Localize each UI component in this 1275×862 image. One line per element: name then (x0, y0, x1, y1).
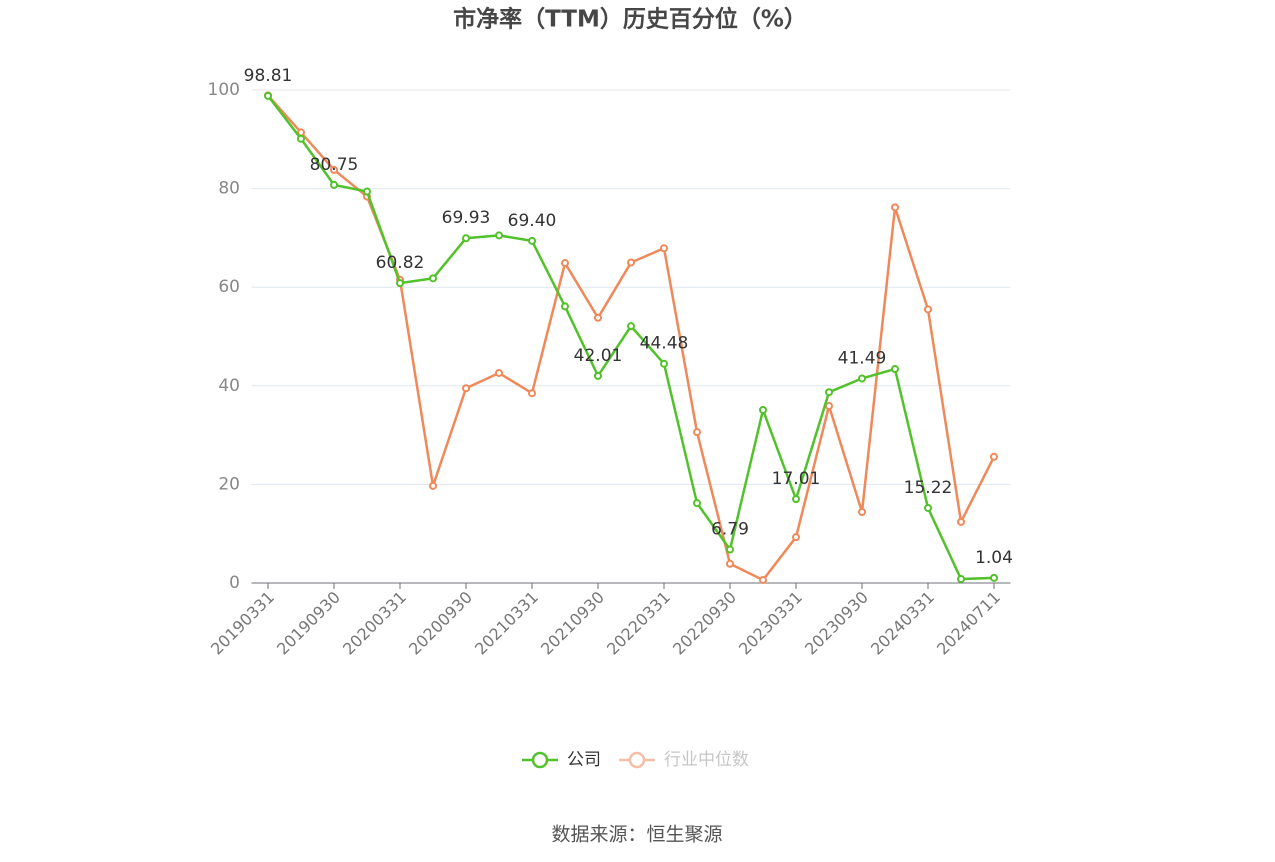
x-tick-label: 20230331 (735, 588, 806, 659)
chart-title: 市净率（TTM）历史百分位（%） (453, 6, 807, 33)
data-point (891, 365, 899, 374)
legend-swatch (531, 751, 549, 769)
data-point (594, 371, 602, 380)
y-tick-label: 0 (229, 573, 240, 593)
data-point (792, 495, 800, 504)
data-label: 15.22 (904, 478, 953, 498)
x-tick-label: 20240711 (933, 588, 1004, 659)
data-label: 98.81 (244, 66, 293, 86)
data-label: 44.48 (640, 334, 689, 354)
data-point (825, 402, 833, 411)
x-tick-label: 20220930 (669, 588, 740, 659)
legend-label: 公司 (567, 750, 601, 770)
data-point (924, 305, 932, 314)
data-point (462, 384, 470, 393)
data-point (693, 499, 701, 508)
x-tick-label: 20240331 (867, 588, 938, 659)
y-tick-label: 100 (208, 80, 240, 100)
data-point (264, 91, 272, 100)
y-tick-label: 20 (218, 474, 240, 494)
x-tick-label: 20220331 (603, 588, 674, 659)
data-point (990, 573, 998, 582)
data-point (561, 259, 569, 268)
data-point (396, 279, 404, 288)
legend-item[interactable]: 行业中位数 (619, 750, 749, 770)
data-point (594, 313, 602, 322)
data-point (858, 508, 866, 517)
data-point (891, 203, 899, 212)
data-point (297, 134, 305, 143)
data-point (495, 368, 503, 377)
x-tick-label: 20210930 (537, 588, 608, 659)
x-tick-label: 20190331 (207, 588, 278, 659)
data-point (528, 236, 536, 245)
data-point (495, 231, 503, 240)
data-point (759, 576, 767, 585)
source-note: 数据来源：恒生聚源 (551, 824, 722, 846)
data-point (726, 545, 734, 554)
series-line (267, 95, 995, 581)
data-point (330, 165, 338, 174)
series-line (267, 94, 996, 582)
data-point (957, 575, 965, 584)
data-point (693, 428, 701, 437)
data-point (759, 405, 767, 414)
data-label: 17.01 (772, 469, 821, 489)
data-label: 1.04 (975, 548, 1013, 568)
data-label: 41.49 (838, 348, 887, 368)
data-point (660, 359, 668, 368)
data-point (660, 244, 668, 253)
y-tick-label: 60 (218, 277, 240, 297)
data-label: 6.79 (711, 520, 749, 540)
data-label: 60.82 (376, 253, 425, 273)
data-point (528, 389, 536, 398)
data-label: 42.01 (574, 346, 623, 366)
x-tick-label: 20200331 (339, 588, 410, 659)
x-tick-label: 20190930 (273, 588, 344, 659)
y-tick-label: 40 (218, 376, 240, 396)
data-point (363, 187, 371, 196)
legend-label: 行业中位数 (664, 750, 749, 770)
data-point (990, 452, 998, 461)
x-tick-label: 20210331 (471, 588, 542, 659)
data-point (429, 481, 437, 490)
data-point (429, 274, 437, 283)
legend-swatch (628, 751, 646, 769)
data-point (462, 234, 470, 243)
x-tick-label: 20200930 (405, 588, 476, 659)
y-tick-label: 80 (218, 179, 240, 199)
x-tick-label: 20230930 (801, 588, 872, 659)
data-point (825, 388, 833, 397)
data-point (924, 503, 932, 512)
data-label: 69.40 (508, 211, 557, 231)
data-point (858, 374, 866, 383)
data-point (627, 322, 635, 331)
data-label: 80.75 (310, 155, 359, 175)
data-point (792, 533, 800, 542)
data-label: 69.93 (442, 208, 491, 228)
legend-item[interactable]: 公司 (522, 750, 601, 770)
data-point (561, 302, 569, 311)
data-point (726, 559, 734, 568)
data-point (957, 517, 965, 526)
data-point (330, 180, 338, 189)
data-point (627, 258, 635, 267)
